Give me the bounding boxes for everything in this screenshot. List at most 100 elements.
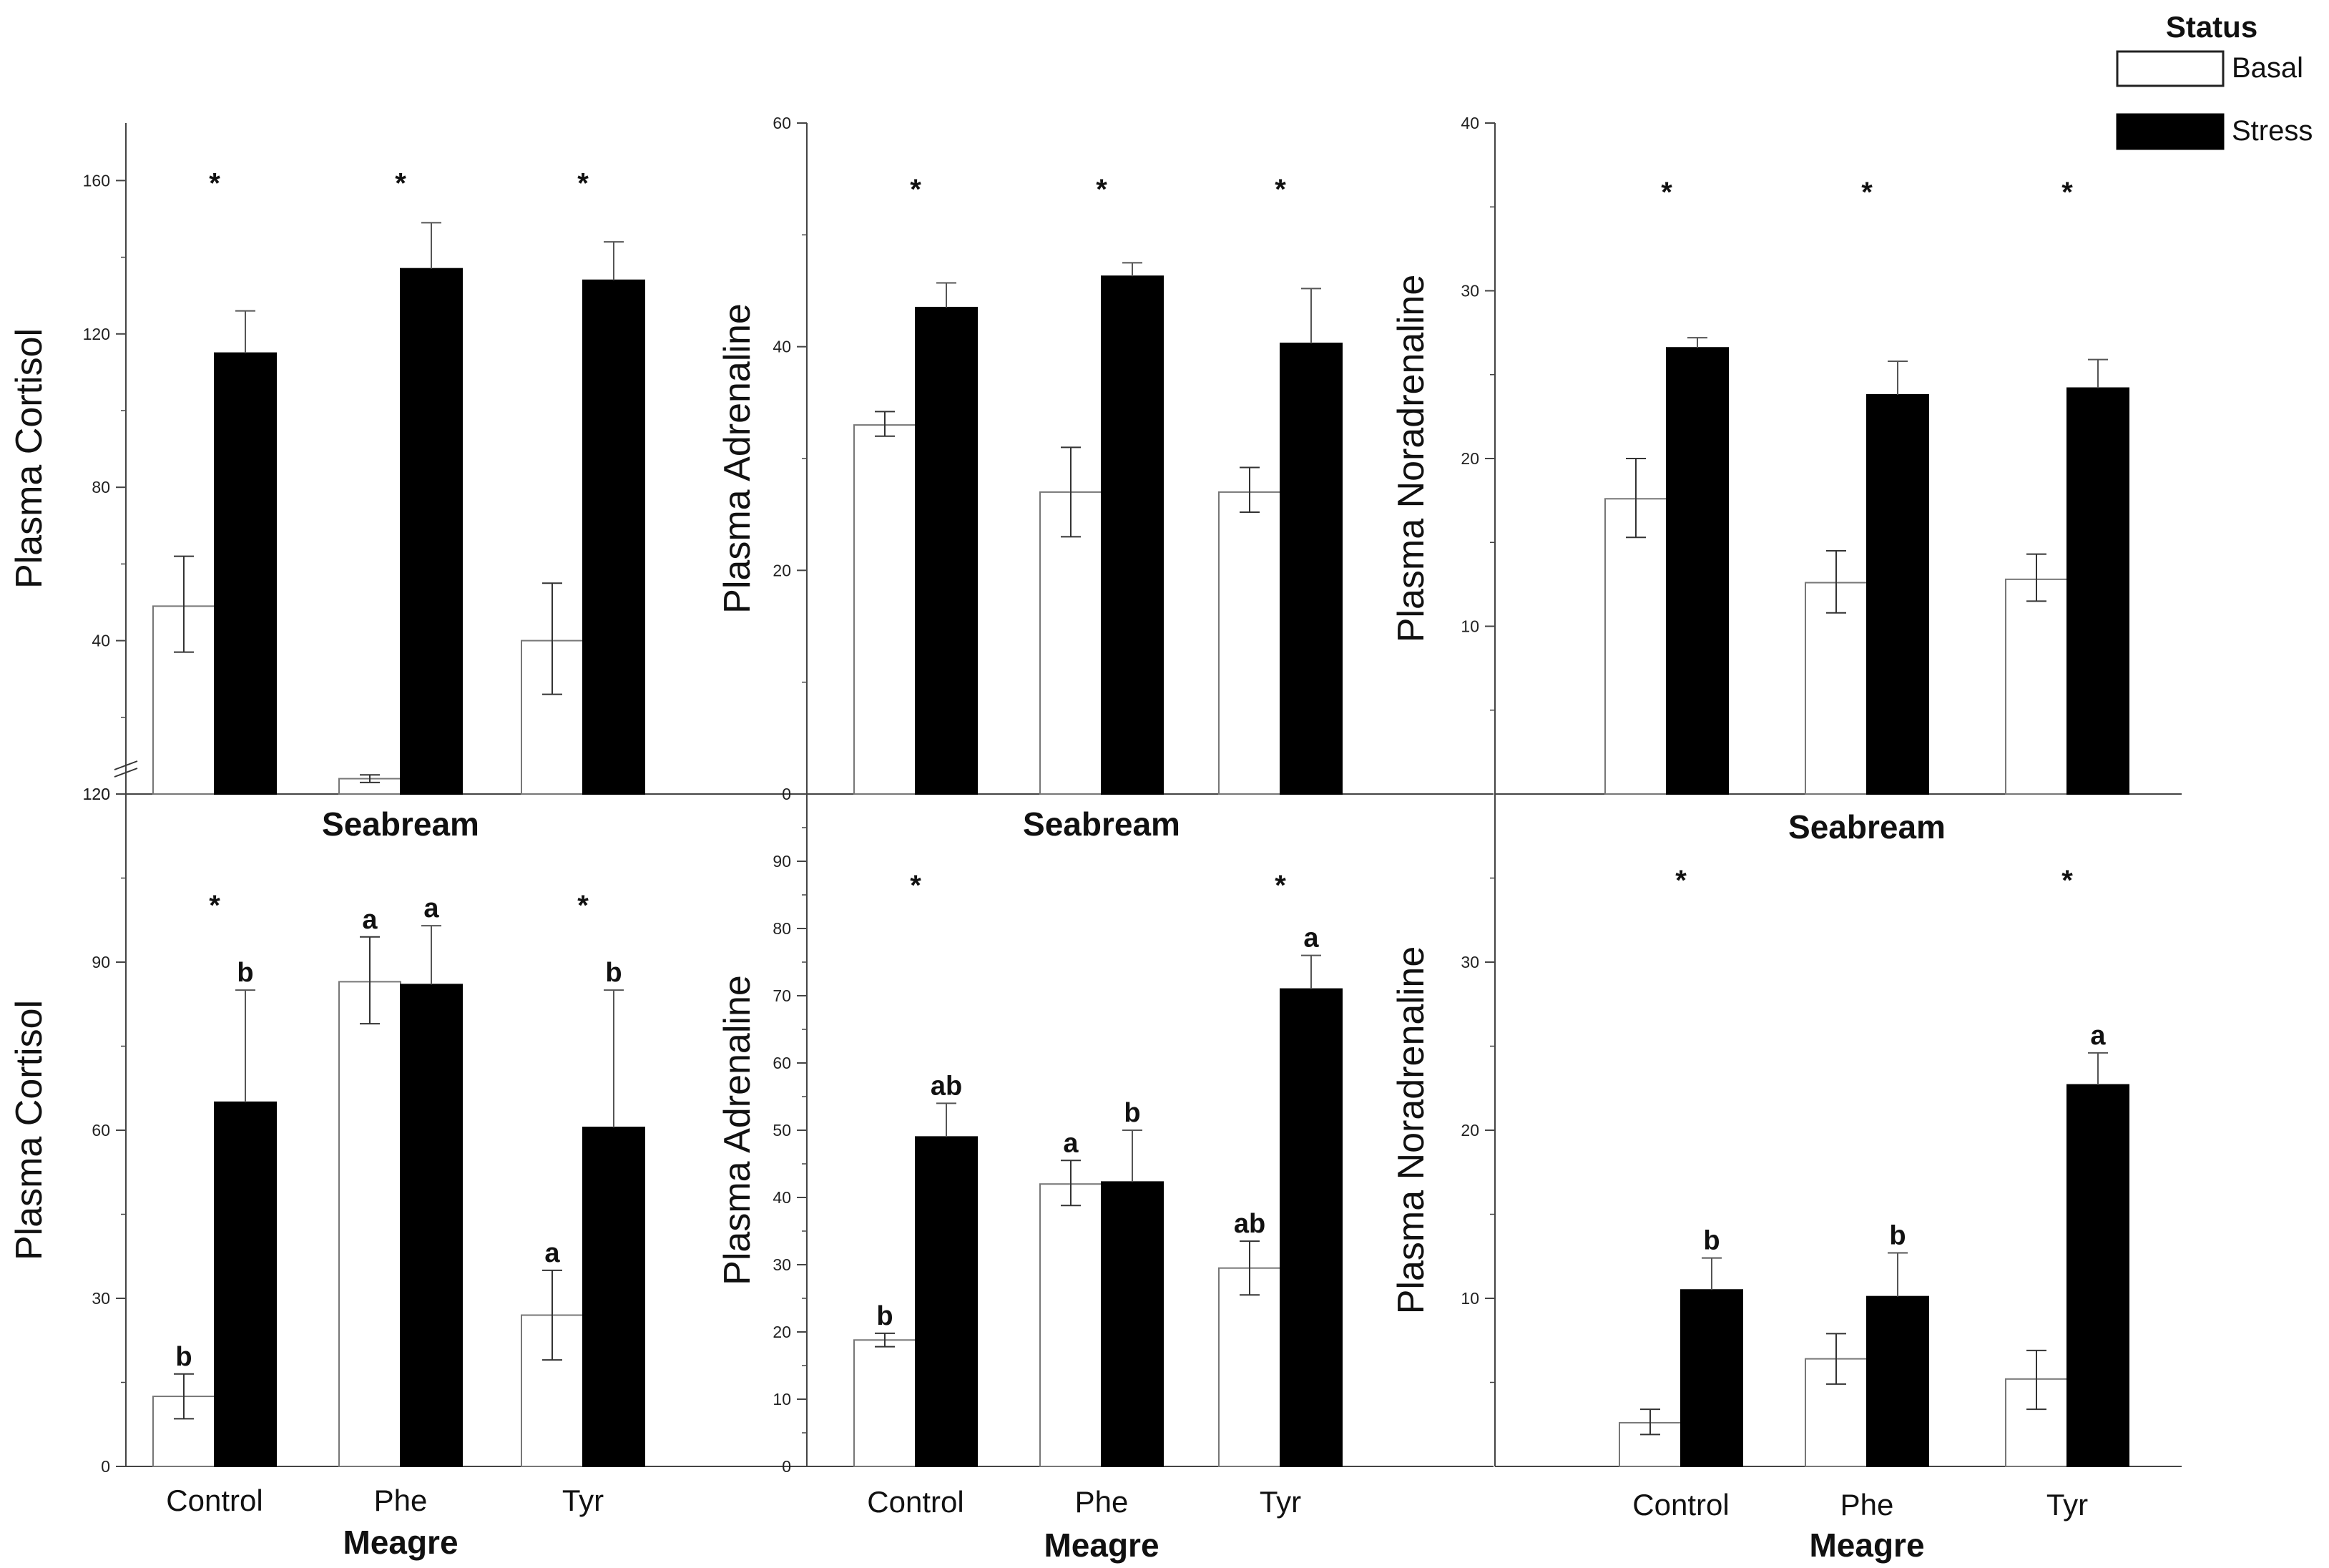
significance-star: * bbox=[209, 890, 220, 921]
category-label: Control bbox=[166, 1484, 263, 1517]
bar-stress bbox=[915, 306, 978, 795]
letter-stress: ab bbox=[931, 1071, 962, 1101]
bar-basal bbox=[1604, 498, 1667, 795]
y-tick-label: 20 bbox=[773, 561, 791, 579]
letter-stress: b bbox=[1124, 1098, 1140, 1128]
significance-star: * bbox=[2061, 177, 2073, 208]
bar-basal bbox=[152, 605, 215, 795]
y-tick-label: 120 bbox=[83, 325, 110, 343]
panel-seabream-cortisol: 120 40 80 120 160 Plasma Cortisol Seabream * * * bbox=[9, 123, 813, 843]
bar-basal bbox=[2005, 578, 2068, 795]
y-axis-label: Plasma Cortisol bbox=[9, 328, 50, 589]
legend-swatch-stress bbox=[2116, 113, 2225, 150]
letter-basal: ab bbox=[1234, 1209, 1265, 1239]
legend-label-basal: Basal bbox=[2232, 52, 2303, 84]
significance-star: * bbox=[1275, 174, 1286, 205]
y-tick-label: 30 bbox=[773, 1255, 791, 1274]
letter-stress: a bbox=[1303, 923, 1319, 954]
bar-stress bbox=[2066, 387, 2129, 795]
legend-title: Status bbox=[2166, 10, 2257, 44]
y-tick-label: 40 bbox=[773, 338, 791, 356]
category-label: Phe bbox=[1840, 1488, 1894, 1522]
axis-break-mark bbox=[114, 768, 138, 778]
y-tick-label: 60 bbox=[773, 1054, 791, 1072]
bar-stress bbox=[1101, 1181, 1164, 1467]
bar-basal bbox=[1218, 1267, 1281, 1467]
letter-basal: a bbox=[1063, 1128, 1079, 1158]
bar-stress bbox=[1866, 1295, 1929, 1468]
category-label: Phe bbox=[1075, 1485, 1129, 1519]
significance-star: * bbox=[1861, 177, 1873, 208]
y-axis-label: Plasma Adrenaline bbox=[717, 303, 758, 614]
legend-label-stress: Stress bbox=[2232, 115, 2313, 147]
x-axis-title: Seabream bbox=[1788, 808, 1946, 846]
x-axis-title: Meagre bbox=[1044, 1527, 1159, 1564]
significance-star: * bbox=[1275, 870, 1286, 901]
letter-stress: b bbox=[1703, 1226, 1720, 1256]
y-tick-label: 10 bbox=[1461, 617, 1479, 636]
y-tick-label: 30 bbox=[1461, 953, 1479, 971]
y-tick-label: 90 bbox=[773, 852, 791, 871]
y-tick-label: 0 bbox=[782, 1457, 791, 1476]
bar-stress bbox=[214, 1101, 277, 1468]
panel-meagre-cortisol: 0 30 60 90 120 Plasma Cortisol Meagre Control Ph… bbox=[9, 785, 813, 1561]
y-axis-label: Plasma Adrenaline bbox=[717, 975, 758, 1285]
y-tick-label: 120 bbox=[83, 785, 110, 803]
panel-seabream-adrenaline: 0 20 40 60 Plasma Adrenaline Seabream * * * bbox=[717, 114, 1494, 843]
y-tick-label: 30 bbox=[1461, 282, 1479, 300]
y-tick-label: 10 bbox=[1461, 1289, 1479, 1308]
bar-stress bbox=[1101, 275, 1164, 795]
significance-star: * bbox=[395, 168, 406, 200]
bar-basal bbox=[1218, 491, 1281, 795]
y-tick-label: 40 bbox=[773, 1188, 791, 1207]
axis-break-mark bbox=[114, 760, 138, 770]
y-tick-label: 10 bbox=[773, 1390, 791, 1408]
y-tick-label: 80 bbox=[92, 478, 110, 496]
y-axis-label: Plasma Cortisol bbox=[9, 1000, 50, 1260]
panel-meagre-adrenaline: 0 10 20 30 40 50 60 70 80 90 Plasma Adrenaline Meag… bbox=[717, 794, 1494, 1564]
panel-seabream-noradrenaline: 10 20 30 40 Plasma Noradrenaline Seabream * * * bbox=[1391, 114, 2182, 846]
significance-star: * bbox=[577, 890, 589, 921]
significance-star: * bbox=[2061, 865, 2073, 896]
letter-stress: a bbox=[2090, 1021, 2106, 1051]
letter-stress: a bbox=[423, 893, 439, 923]
y-tick-label: 60 bbox=[773, 114, 791, 132]
y-axis-label: Plasma Noradrenaline bbox=[1391, 275, 1432, 643]
category-label: Tyr bbox=[1260, 1485, 1301, 1519]
legend-swatch-basal bbox=[2116, 50, 2225, 87]
bar-stress bbox=[582, 1127, 645, 1468]
bar-stress bbox=[582, 279, 645, 795]
letter-basal: b bbox=[876, 1301, 893, 1331]
bar-stress bbox=[2066, 1084, 2129, 1468]
y-tick-label: 30 bbox=[92, 1289, 110, 1308]
significance-star: * bbox=[910, 870, 921, 901]
y-tick-label: 80 bbox=[773, 919, 791, 938]
category-label: Phe bbox=[374, 1484, 428, 1517]
category-label: Control bbox=[867, 1485, 964, 1519]
category-label: Tyr bbox=[2046, 1488, 2088, 1522]
y-tick-label: 20 bbox=[1461, 1121, 1479, 1140]
letter-basal: a bbox=[362, 905, 378, 935]
bar-stress bbox=[1866, 393, 1929, 795]
y-tick-label: 40 bbox=[1461, 114, 1479, 132]
y-tick-label: 40 bbox=[92, 632, 110, 650]
y-tick-label: 60 bbox=[92, 1121, 110, 1140]
bar-stress bbox=[915, 1136, 978, 1468]
significance-star: * bbox=[910, 174, 921, 205]
y-tick-label: 70 bbox=[773, 986, 791, 1005]
category-label: Tyr bbox=[562, 1484, 604, 1517]
letter-stress: b bbox=[237, 958, 253, 988]
y-tick-label: 20 bbox=[773, 1323, 791, 1341]
y-tick-label: 50 bbox=[773, 1121, 791, 1140]
x-axis-title: Meagre bbox=[1809, 1527, 1924, 1564]
bar-stress bbox=[400, 268, 463, 795]
x-axis-title: Seabream bbox=[1023, 805, 1180, 843]
significance-star: * bbox=[1675, 865, 1687, 896]
category-label: Control bbox=[1632, 1488, 1729, 1522]
bar-basal bbox=[338, 981, 401, 1467]
legend: Status Basal Stress bbox=[2116, 10, 2313, 150]
panel-meagre-noradrenaline: 10 20 30 Plasma Noradrenaline Meagre Control P… bbox=[1391, 794, 2182, 1564]
bar-stress bbox=[1280, 342, 1343, 795]
significance-star: * bbox=[577, 168, 589, 200]
